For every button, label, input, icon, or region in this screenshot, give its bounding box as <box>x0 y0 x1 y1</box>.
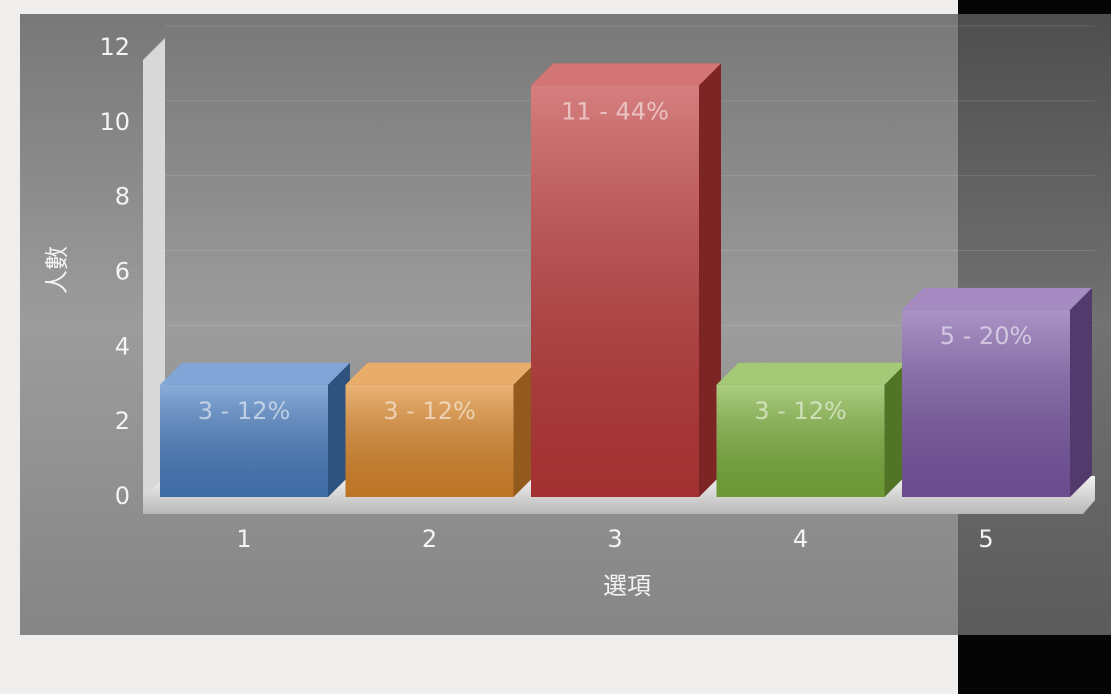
bar-top-light <box>716 362 907 385</box>
value-label: 3 - 12% <box>383 397 476 425</box>
x-tick-label: 4 <box>793 525 808 553</box>
bar-side-shade <box>1070 287 1092 497</box>
bar-shine <box>160 384 328 497</box>
bar-top-light <box>531 63 721 86</box>
y-tick-label: 0 <box>115 482 130 510</box>
x-tick-label: 1 <box>236 525 251 553</box>
x-tick-label: 3 <box>607 525 622 553</box>
bar-top-light <box>902 287 1092 310</box>
bar-top <box>160 362 350 385</box>
bar-side <box>1070 287 1092 497</box>
bar-top <box>531 63 721 86</box>
x-tick-label: 5 <box>978 525 993 553</box>
value-label: 5 - 20% <box>940 322 1033 350</box>
x-tick-label: 2 <box>422 525 437 553</box>
bar-top-light <box>345 362 536 385</box>
bar-side <box>328 362 350 497</box>
bar-side <box>699 63 721 498</box>
bar-top-light <box>160 362 350 385</box>
value-label: 11 - 44% <box>561 97 669 125</box>
side-wall <box>143 38 165 508</box>
y-tick-label: 6 <box>115 258 130 286</box>
bar-side-shade <box>513 362 536 497</box>
y-tick-label: 12 <box>99 33 130 61</box>
bar-top <box>716 362 907 385</box>
y-tick-label: 4 <box>115 332 130 360</box>
bar-side-shade <box>328 362 350 497</box>
y-tick-label: 2 <box>115 407 130 435</box>
bar-side <box>884 362 907 497</box>
bar-shine <box>345 384 514 497</box>
y-tick-label: 8 <box>115 183 130 211</box>
bar-top <box>902 287 1092 310</box>
bar-side-shade <box>884 362 907 497</box>
bar-shine <box>902 309 1070 497</box>
bar-shine <box>716 384 885 497</box>
bar-shine <box>531 85 699 498</box>
y-axis-label: 人數 <box>43 246 71 294</box>
bar-side <box>513 362 536 497</box>
y-tick-label: 10 <box>99 108 130 136</box>
bar-side-shade <box>699 63 721 498</box>
bar-top <box>345 362 536 385</box>
x-axis-label: 選項 <box>603 572 651 600</box>
value-label: 3 - 12% <box>198 397 291 425</box>
value-label: 3 - 12% <box>754 397 847 425</box>
